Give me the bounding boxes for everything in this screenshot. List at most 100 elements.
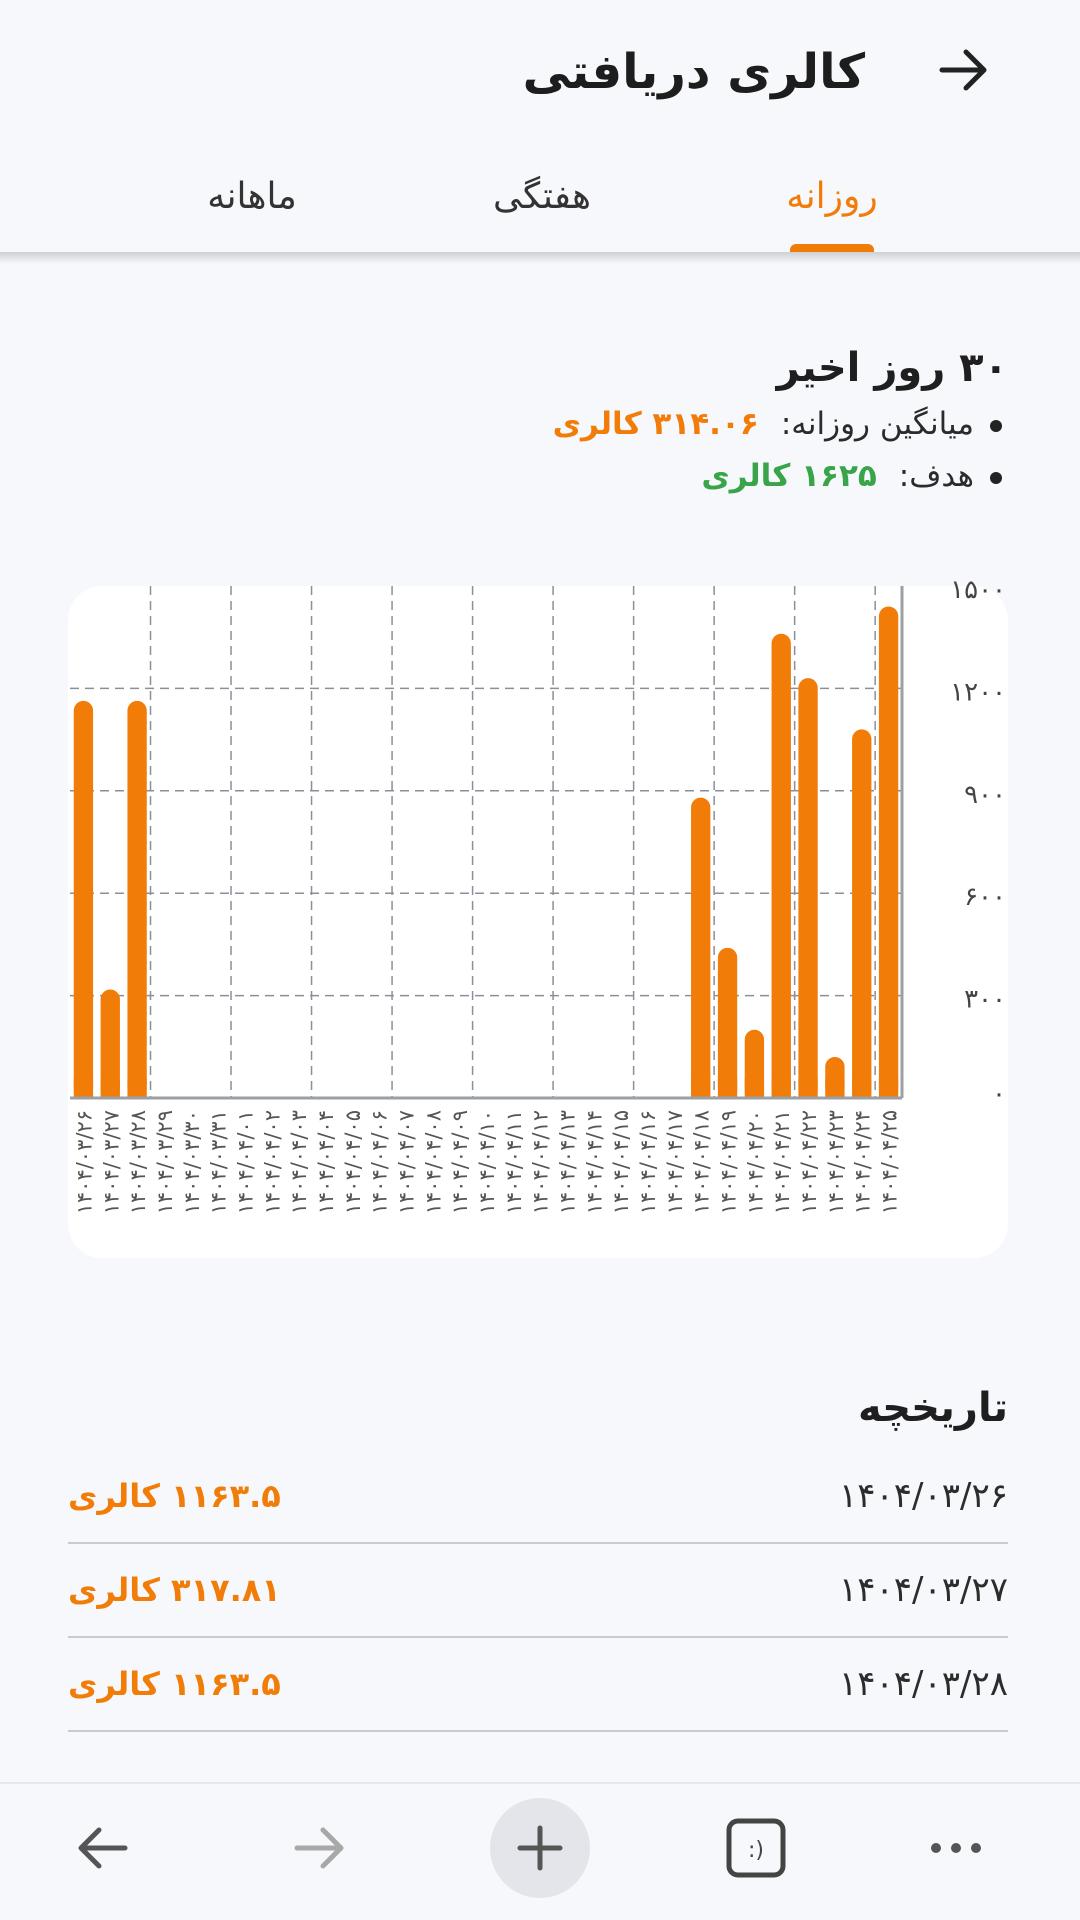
summary-section: ۳۰ روز اخیر میانگین روزانه: ۳۱۴.۰۶ کالری… [248,338,1008,502]
period-tabs: روزانه هفتگی ماهانه [0,140,1080,252]
x-tick-label: ۱۴۰۴/۰۴/۲۲ [797,1110,821,1214]
bar-base-29 [852,1078,872,1098]
goal-value: ۱۶۲۵ کالری [701,458,877,494]
x-tick-label: ۱۴۰۴/۰۴/۰۳ [287,1110,311,1214]
x-tick-label: ۱۴۰۴/۰۴/۱۶ [636,1110,660,1214]
tab-weekly[interactable]: هفتگی [422,140,662,252]
browser-bottom-bar: :) [0,1782,1080,1920]
x-tick-label: ۱۴۰۴/۰۴/۱۳ [556,1110,580,1214]
bar-base-23 [691,1078,711,1098]
history-row[interactable]: ۱۱۶۳.۵ کالری ۱۴۰۴/۰۳/۲۸ [68,1638,1008,1732]
svg-text::): :) [748,1838,764,1863]
x-tick-label: ۱۴۰۴/۰۴/۰۱ [233,1110,257,1214]
tab-monthly-label: ماهانه [207,175,297,217]
bar-2 [127,700,147,1098]
average-value: ۳۱۴.۰۶ کالری [552,406,759,442]
tab-active-indicator [790,244,874,252]
more-icon [931,1843,981,1853]
x-tick-label: ۱۴۰۴/۰۳/۲۹ [153,1110,177,1214]
bar-29 [852,729,872,1098]
history-row[interactable]: ۱۱۶۳.۵ کالری ۱۴۰۴/۰۳/۲۶ [68,1450,1008,1544]
tab-weekly-label: هفتگی [493,175,591,217]
bar-0 [73,700,94,1098]
goal-label: هدف: [898,458,974,494]
x-tick-label: ۱۴۰۴/۰۳/۲۷ [99,1110,123,1214]
bar-1 [100,989,120,1098]
bar-base-24 [717,1078,738,1098]
history-date: ۱۴۰۴/۰۳/۲۷ [838,1570,1008,1610]
x-tick-label: ۱۴۰۴/۰۳/۳۱ [207,1110,231,1214]
history-value: ۳۱۷.۸۱ کالری [68,1571,281,1609]
x-tick-label: ۱۴۰۴/۰۴/۰۵ [341,1110,365,1214]
x-tick-label: ۱۴۰۴/۰۴/۱۱ [502,1110,526,1214]
y-tick-label: ۱۲۰۰ [950,677,1006,707]
x-tick-label: ۱۴۰۴/۰۴/۲۴ [851,1110,875,1214]
x-tick-label: ۱۴۰۴/۰۴/۲۳ [824,1110,848,1214]
x-tick-label: ۱۴۰۴/۰۴/۱۰ [475,1110,499,1214]
x-tick-label: ۱۴۰۴/۰۴/۱۵ [609,1110,633,1214]
x-tick-label: ۱۴۰۴/۰۴/۱۸ [690,1110,714,1214]
tabs-divider [0,252,1080,264]
history-date: ۱۴۰۴/۰۳/۲۶ [838,1476,1008,1516]
bar-base-0 [73,1078,94,1098]
nav-add-button[interactable] [490,1798,590,1898]
x-tick-label: ۱۴۰۴/۰۴/۱۲ [529,1110,553,1214]
x-tick-label: ۱۴۰۴/۰۴/۰۸ [421,1110,445,1214]
bar-30 [878,606,899,1098]
nav-tabs-button[interactable]: :) [706,1798,806,1898]
y-tick-label: ۱۵۰۰ [950,575,1006,605]
nav-back-button[interactable] [52,1798,152,1898]
average-row: میانگین روزانه: ۳۱۴.۰۶ کالری [248,398,1008,450]
bar-26 [771,633,791,1098]
nav-more-button[interactable] [906,1798,1006,1898]
x-tick-label: ۱۴۰۴/۰۴/۰۷ [394,1110,418,1214]
bar-base-27 [798,1078,818,1098]
history-list: ۱۱۶۳.۵ کالری ۱۴۰۴/۰۳/۲۶ ۳۱۷.۸۱ کالری ۱۴۰… [68,1450,1008,1732]
x-tick-label: ۱۴۰۴/۰۴/۰۴ [314,1110,338,1214]
y-tick-label: ۹۰۰ [964,780,1006,810]
history-title: تاریخچه [858,1385,1008,1431]
x-tick-label: ۱۴۰۴/۰۳/۲۶ [72,1110,96,1214]
tab-daily-label: روزانه [786,175,878,217]
y-tick-label: ۳۰۰ [964,985,1006,1015]
tabs-icon: :) [726,1818,786,1878]
x-tick-label: ۱۴۰۴/۰۴/۰۲ [260,1110,284,1214]
bar-base-1 [100,1078,120,1098]
x-tick-label: ۱۴۰۴/۰۴/۲۱ [770,1110,794,1214]
bar-base-26 [771,1078,791,1098]
page-title: کالری دریافتی [522,44,865,100]
bar-23 [691,797,711,1098]
tab-monthly[interactable]: ماهانه [132,140,372,252]
y-tick-label: ۶۰۰ [964,882,1006,912]
add-icon [517,1825,563,1871]
x-tick-label: ۱۴۰۴/۰۴/۲۵ [878,1110,902,1214]
arrow-right-icon [939,49,987,91]
tab-daily[interactable]: روزانه [712,140,952,252]
x-tick-label: ۱۴۰۴/۰۳/۳۰ [180,1110,204,1214]
x-tick-label: ۱۴۰۴/۰۴/۰۶ [368,1110,392,1214]
bar-27 [798,678,818,1098]
history-value: ۱۱۶۳.۵ کالری [68,1477,281,1515]
back-arrow-icon [78,1827,128,1869]
nav-forward-button[interactable] [270,1798,370,1898]
x-tick-label: ۱۴۰۴/۰۴/۲۰ [743,1110,767,1214]
history-row[interactable]: ۳۱۷.۸۱ کالری ۱۴۰۴/۰۳/۲۷ [68,1544,1008,1638]
back-button[interactable] [916,22,1012,118]
summary-title: ۳۰ روز اخیر [776,345,1008,391]
y-tick-label: ۰ [992,1079,1006,1109]
x-tick-label: ۱۴۰۴/۰۴/۱۹ [717,1110,741,1214]
bar-24 [717,947,738,1098]
chart-card [68,586,1008,1258]
history-date: ۱۴۰۴/۰۳/۲۸ [838,1664,1008,1704]
goal-row: هدف: ۱۶۲۵ کالری [248,450,1008,502]
x-tick-label: ۱۴۰۴/۰۳/۲۸ [126,1110,150,1214]
bar-base-28 [825,1078,845,1098]
x-tick-label: ۱۴۰۴/۰۴/۱۴ [582,1110,606,1214]
history-value: ۱۱۶۳.۵ کالری [68,1665,281,1703]
x-tick-label: ۱۴۰۴/۰۴/۰۹ [448,1110,472,1214]
average-label: میانگین روزانه: [780,406,974,442]
x-tick-label: ۱۴۰۴/۰۴/۱۷ [663,1110,687,1214]
forward-arrow-icon [294,1827,344,1869]
